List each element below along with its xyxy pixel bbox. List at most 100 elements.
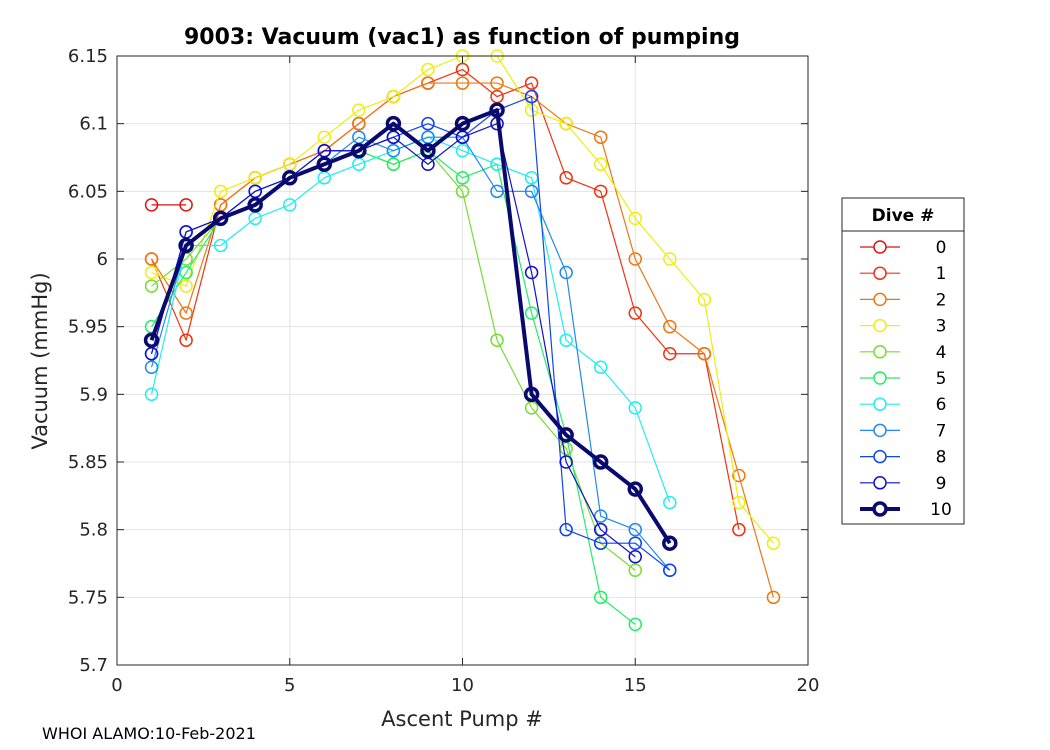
y-tick-label: 6.1 bbox=[79, 114, 108, 135]
data-point bbox=[628, 252, 642, 266]
data-point bbox=[697, 346, 712, 361]
legend-swatch-marker bbox=[873, 423, 887, 438]
footer-stamp: WHOI ALAMO:10-Feb-2021 bbox=[42, 724, 256, 743]
legend-swatch-marker bbox=[872, 501, 888, 517]
legend-entry-9: 9 bbox=[860, 474, 946, 494]
data-point bbox=[628, 401, 642, 415]
data-point bbox=[593, 360, 608, 375]
data-point bbox=[489, 102, 505, 118]
legend-swatch-marker bbox=[873, 318, 887, 333]
ticks: 0 5 10 15 20 5.7 5.75 5.8 5.85 5.9 5.95 6 6.05 6.1 6.1… bbox=[68, 46, 820, 696]
legend-label: 0 bbox=[936, 238, 947, 258]
data-point bbox=[282, 170, 298, 186]
data-point bbox=[628, 617, 642, 632]
data-point bbox=[351, 142, 367, 159]
data-point bbox=[178, 237, 194, 254]
data-point bbox=[179, 279, 193, 293]
y-tick-label: 5.8 bbox=[79, 520, 108, 541]
x-tick-label: 15 bbox=[624, 675, 647, 696]
data-point bbox=[663, 563, 677, 578]
data-point bbox=[455, 171, 470, 185]
data-point bbox=[732, 468, 746, 483]
legend-swatch-marker bbox=[873, 449, 887, 464]
data-point bbox=[212, 210, 229, 227]
data-point bbox=[593, 184, 608, 199]
legend-swatch-marker bbox=[873, 292, 887, 307]
data-point bbox=[593, 130, 608, 144]
data-point bbox=[490, 333, 504, 347]
legend-entry-0: 0 bbox=[860, 238, 946, 258]
data-point bbox=[558, 427, 574, 443]
data-point bbox=[247, 197, 263, 213]
data-point bbox=[490, 184, 504, 199]
data-point bbox=[592, 454, 609, 470]
legend-entries: 0 1 2 3 4 5 6 7 8 9 10 bbox=[860, 238, 952, 520]
legend-box bbox=[841, 197, 965, 525]
series-line-10 bbox=[149, 108, 672, 545]
data-point bbox=[213, 238, 228, 253]
legend-entry-5: 5 bbox=[860, 369, 946, 389]
series-line-9 bbox=[150, 123, 636, 558]
legend-entry-2: 2 bbox=[860, 290, 946, 310]
data-point bbox=[628, 549, 642, 564]
legend-title: Dive # bbox=[872, 206, 935, 226]
legend-swatch-marker bbox=[873, 345, 887, 359]
data-point bbox=[559, 171, 573, 185]
data-point bbox=[421, 76, 435, 90]
data-point bbox=[524, 306, 539, 320]
legend-label: 6 bbox=[936, 395, 947, 415]
legend-swatch-marker bbox=[873, 476, 887, 490]
data-point bbox=[490, 76, 504, 90]
legend-label: 8 bbox=[936, 448, 947, 468]
x-axis-label: Ascent Pump # bbox=[381, 707, 543, 731]
y-axis-label: Vacuum (mmHg) bbox=[28, 272, 52, 449]
data-point bbox=[144, 387, 159, 402]
chart-title: 9003: Vacuum (vac1) as function of pumpi… bbox=[184, 25, 740, 50]
legend-swatch-marker bbox=[873, 266, 887, 280]
data-point bbox=[663, 346, 677, 361]
data-point bbox=[352, 103, 366, 117]
data-point bbox=[179, 333, 193, 347]
data-point bbox=[455, 76, 470, 90]
data-point bbox=[421, 116, 435, 131]
data-point bbox=[559, 455, 573, 469]
data-point bbox=[663, 319, 677, 334]
legend-entry-10: 10 bbox=[860, 500, 952, 520]
y-tick-label: 6.15 bbox=[68, 46, 108, 67]
legend-entry-4: 4 bbox=[860, 343, 946, 363]
x-tick-label: 5 bbox=[284, 675, 295, 696]
data-point bbox=[352, 116, 366, 131]
legend-entry-7: 7 bbox=[860, 421, 946, 441]
data-point bbox=[766, 536, 781, 550]
series-0 bbox=[144, 198, 193, 212]
legend-entry-1: 1 bbox=[860, 264, 946, 284]
data-point bbox=[420, 142, 436, 159]
data-point bbox=[732, 522, 746, 537]
data-point bbox=[455, 143, 470, 158]
data-point bbox=[143, 332, 160, 348]
y-tick-label: 5.95 bbox=[68, 317, 108, 338]
data-point bbox=[593, 522, 608, 537]
legend-swatch-marker bbox=[873, 397, 887, 411]
data-point bbox=[697, 292, 712, 307]
data-point bbox=[766, 590, 781, 605]
x-tick-label: 0 bbox=[111, 675, 122, 696]
y-tick-label: 6.05 bbox=[68, 181, 108, 202]
data-point bbox=[628, 306, 642, 320]
legend-entry-3: 3 bbox=[860, 317, 946, 337]
data-point bbox=[627, 481, 643, 497]
data-point bbox=[144, 279, 159, 293]
legend-label: 2 bbox=[936, 290, 947, 310]
data-point bbox=[386, 89, 401, 104]
data-point bbox=[524, 265, 539, 280]
legend-swatch-marker bbox=[873, 371, 887, 385]
legend-swatch-marker bbox=[873, 240, 887, 254]
legend-label: 1 bbox=[936, 264, 947, 284]
data-point bbox=[559, 522, 573, 537]
data-point bbox=[523, 386, 540, 403]
data-point bbox=[524, 89, 539, 104]
data-point bbox=[559, 265, 573, 280]
legend-label: 9 bbox=[936, 474, 947, 494]
data-point bbox=[248, 171, 262, 185]
